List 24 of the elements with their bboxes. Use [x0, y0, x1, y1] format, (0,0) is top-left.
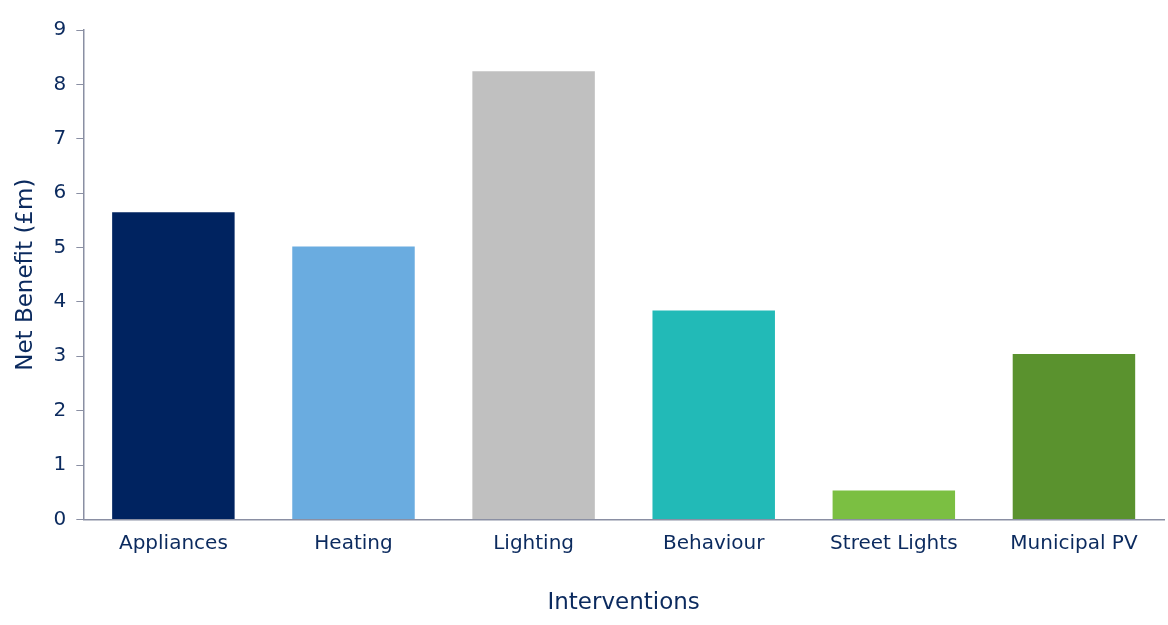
- y-tick-label: 3: [53, 342, 67, 367]
- x-tick-label: Behaviour: [662, 529, 766, 554]
- y-tick-label: 5: [53, 233, 67, 258]
- y-tick-label: 7: [53, 124, 67, 149]
- x-axis-title: Interventions: [547, 588, 700, 615]
- y-tick-label: 6: [53, 179, 67, 204]
- y-axis-title: Net Benefit (£m): [10, 178, 37, 371]
- bar: [472, 71, 595, 519]
- x-tick-label: Heating: [314, 529, 393, 554]
- bar: [832, 490, 956, 519]
- y-tick-label: 9: [53, 16, 67, 41]
- y-tick-label: 0: [53, 505, 67, 530]
- bar: [292, 246, 415, 519]
- bar: [1012, 354, 1136, 519]
- bar: [112, 212, 235, 519]
- x-tick-label: Street Lights: [830, 529, 958, 554]
- x-tick-label: Appliances: [118, 529, 228, 554]
- y-tick-label: 8: [53, 70, 67, 95]
- y-tick-label: 2: [53, 396, 67, 421]
- y-tick-label: 1: [53, 451, 67, 476]
- x-tick-label: Lighting: [493, 529, 575, 554]
- y-tick-label: 4: [53, 288, 67, 313]
- x-tick-label: Municipal PV: [1010, 529, 1138, 554]
- bar: [652, 310, 775, 519]
